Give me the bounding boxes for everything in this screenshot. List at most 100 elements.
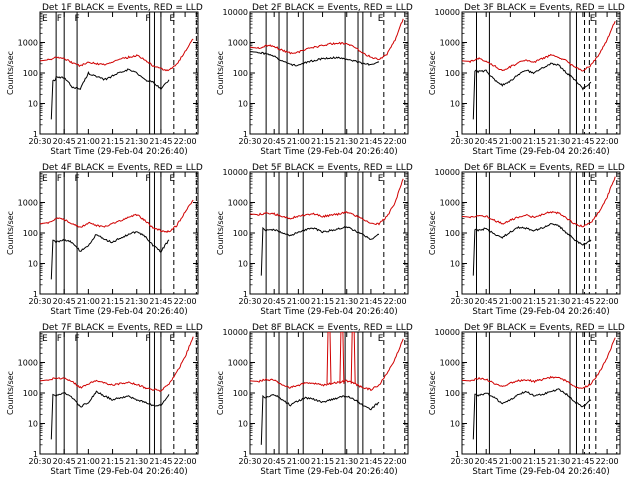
lld-spike bbox=[350, 332, 356, 384]
panel-title: Det 8F BLACK = Events, RED = LLD bbox=[252, 323, 413, 333]
plot-data bbox=[462, 12, 618, 134]
x-tick-label: 21:15 bbox=[101, 457, 124, 466]
y-tick-label: 10000 bbox=[223, 328, 248, 337]
plot-data bbox=[462, 172, 618, 294]
x-tick-label: 20:30 bbox=[238, 297, 261, 306]
y-tick-label: 1 bbox=[33, 290, 38, 299]
y-tick-label: 1000 bbox=[440, 359, 460, 368]
marker-label: F bbox=[145, 14, 150, 24]
x-tick-label: 21:00 bbox=[287, 297, 310, 306]
x-tick-label: 20:45 bbox=[53, 297, 76, 306]
x-tick-label: 22:00 bbox=[596, 297, 619, 306]
x-tick-label: 21:30 bbox=[125, 457, 148, 466]
x-tick-label: 21:00 bbox=[499, 297, 522, 306]
x-tick-label: 20:30 bbox=[450, 137, 473, 146]
y-tick-label: 1 bbox=[33, 130, 38, 139]
panel-title: Det 2F BLACK = Events, RED = LLD bbox=[252, 3, 413, 13]
x-tick-label: 21:45 bbox=[359, 297, 382, 306]
x-tick-label: 21:15 bbox=[311, 137, 334, 146]
y-tick-label: 10000 bbox=[223, 8, 248, 17]
x-tick-label: 20:30 bbox=[28, 457, 51, 466]
lld-series-line bbox=[462, 176, 616, 228]
y-tick-label: 1 bbox=[243, 290, 248, 299]
panel-title: Det 9F BLACK = Events, RED = LLD bbox=[464, 323, 625, 333]
panel-det-1: Det 1F BLACK = Events, RED = LLD 1 10 100 10… bbox=[6, 3, 203, 157]
x-tick-label: 21:30 bbox=[547, 297, 570, 306]
y-tick-label: 100 bbox=[23, 229, 38, 238]
y-axis-label: Counts/sec bbox=[428, 211, 437, 255]
y-tick-label: 100 bbox=[233, 389, 248, 398]
marker-label: E bbox=[378, 174, 384, 184]
y-tick-label: 1000 bbox=[18, 199, 38, 208]
events-series-line bbox=[250, 51, 380, 67]
events-series-line bbox=[50, 68, 170, 120]
events-series-line bbox=[472, 62, 592, 120]
panel-det-6: Det 6F BLACK = Events, RED = LLD 1 10 100 10… bbox=[428, 163, 625, 317]
marker-label: E bbox=[169, 174, 175, 184]
y-tick-label: 10 bbox=[238, 100, 248, 109]
y-tick-label: 1 bbox=[455, 130, 460, 139]
x-tick-label: 21:30 bbox=[335, 137, 358, 146]
y-tick-label: 1 bbox=[243, 450, 248, 459]
marker-label: F bbox=[74, 334, 79, 344]
marker-label: E bbox=[590, 334, 596, 344]
marker-label: E bbox=[378, 334, 384, 344]
events-series-line bbox=[50, 390, 170, 440]
x-tick-label: 22:00 bbox=[174, 137, 197, 146]
marker-label: F bbox=[57, 14, 62, 24]
panel-title: Det 3F BLACK = Events, RED = LLD bbox=[464, 3, 625, 13]
y-tick-label: 10000 bbox=[435, 8, 460, 17]
x-tick-label: 20:45 bbox=[263, 457, 286, 466]
panel-title: Det 1F BLACK = Events, RED = LLD bbox=[42, 3, 203, 13]
x-axis-label: Start Time (29-Feb-04 20:26:40) bbox=[472, 147, 609, 157]
marker-label: E bbox=[169, 334, 175, 344]
lld-series-line bbox=[250, 178, 404, 226]
plot-data bbox=[250, 12, 406, 134]
marker-label: F bbox=[74, 14, 79, 24]
y-tick-label: 10 bbox=[450, 420, 460, 429]
x-tick-label: 21:30 bbox=[547, 457, 570, 466]
x-tick-label: 20:45 bbox=[263, 297, 286, 306]
x-tick-label: 20:30 bbox=[450, 457, 473, 466]
x-tick-label: 20:45 bbox=[263, 137, 286, 146]
y-tick-label: 10 bbox=[28, 420, 38, 429]
y-tick-label: 100 bbox=[23, 69, 38, 78]
x-tick-label: 21:45 bbox=[149, 137, 172, 146]
y-tick-label: 100 bbox=[445, 389, 460, 398]
marker-label: F bbox=[57, 174, 62, 184]
x-tick-label: 21:15 bbox=[101, 137, 124, 146]
panel-det-7: Det 7F BLACK = Events, RED = LLD 1 10 100 10… bbox=[6, 323, 203, 477]
panel-det-9: Det 9F BLACK = Events, RED = LLD 1 10 100 10… bbox=[428, 323, 625, 477]
y-tick-label: 1 bbox=[33, 450, 38, 459]
lld-series-line bbox=[40, 199, 194, 234]
panel-det-3: Det 3F BLACK = Events, RED = LLD 1 10 100 10… bbox=[428, 3, 625, 157]
plot-data bbox=[250, 172, 406, 294]
y-tick-label: 1000 bbox=[18, 39, 38, 48]
x-tick-label: 22:00 bbox=[174, 457, 197, 466]
marker-label: E bbox=[42, 14, 48, 24]
x-tick-label: 20:45 bbox=[53, 137, 76, 146]
x-tick-label: 22:00 bbox=[596, 137, 619, 146]
marker-label: E bbox=[590, 174, 596, 184]
x-tick-label: 22:00 bbox=[384, 457, 407, 466]
x-tick-label: 21:45 bbox=[149, 457, 172, 466]
y-tick-label: 10000 bbox=[435, 328, 460, 337]
x-tick-label: 21:00 bbox=[77, 457, 100, 466]
y-tick-label: 10 bbox=[238, 420, 248, 429]
panel-title: Det 7F BLACK = Events, RED = LLD bbox=[42, 323, 203, 333]
y-tick-label: 1000 bbox=[440, 39, 460, 48]
x-axis-label: Start Time (29-Feb-04 20:26:40) bbox=[50, 467, 187, 477]
x-tick-label: 21:45 bbox=[571, 137, 594, 146]
y-tick-label: 10000 bbox=[223, 168, 248, 177]
y-tick-label: 1000 bbox=[228, 359, 248, 368]
x-tick-label: 22:00 bbox=[596, 457, 619, 466]
x-tick-label: 21:45 bbox=[149, 297, 172, 306]
x-tick-label: 21:00 bbox=[499, 137, 522, 146]
x-tick-label: 21:15 bbox=[311, 457, 334, 466]
marker-label: F bbox=[74, 174, 79, 184]
x-tick-label: 21:15 bbox=[101, 297, 124, 306]
x-tick-label: 21:00 bbox=[287, 457, 310, 466]
y-tick-label: 100 bbox=[445, 229, 460, 238]
lld-series-line bbox=[40, 38, 194, 72]
